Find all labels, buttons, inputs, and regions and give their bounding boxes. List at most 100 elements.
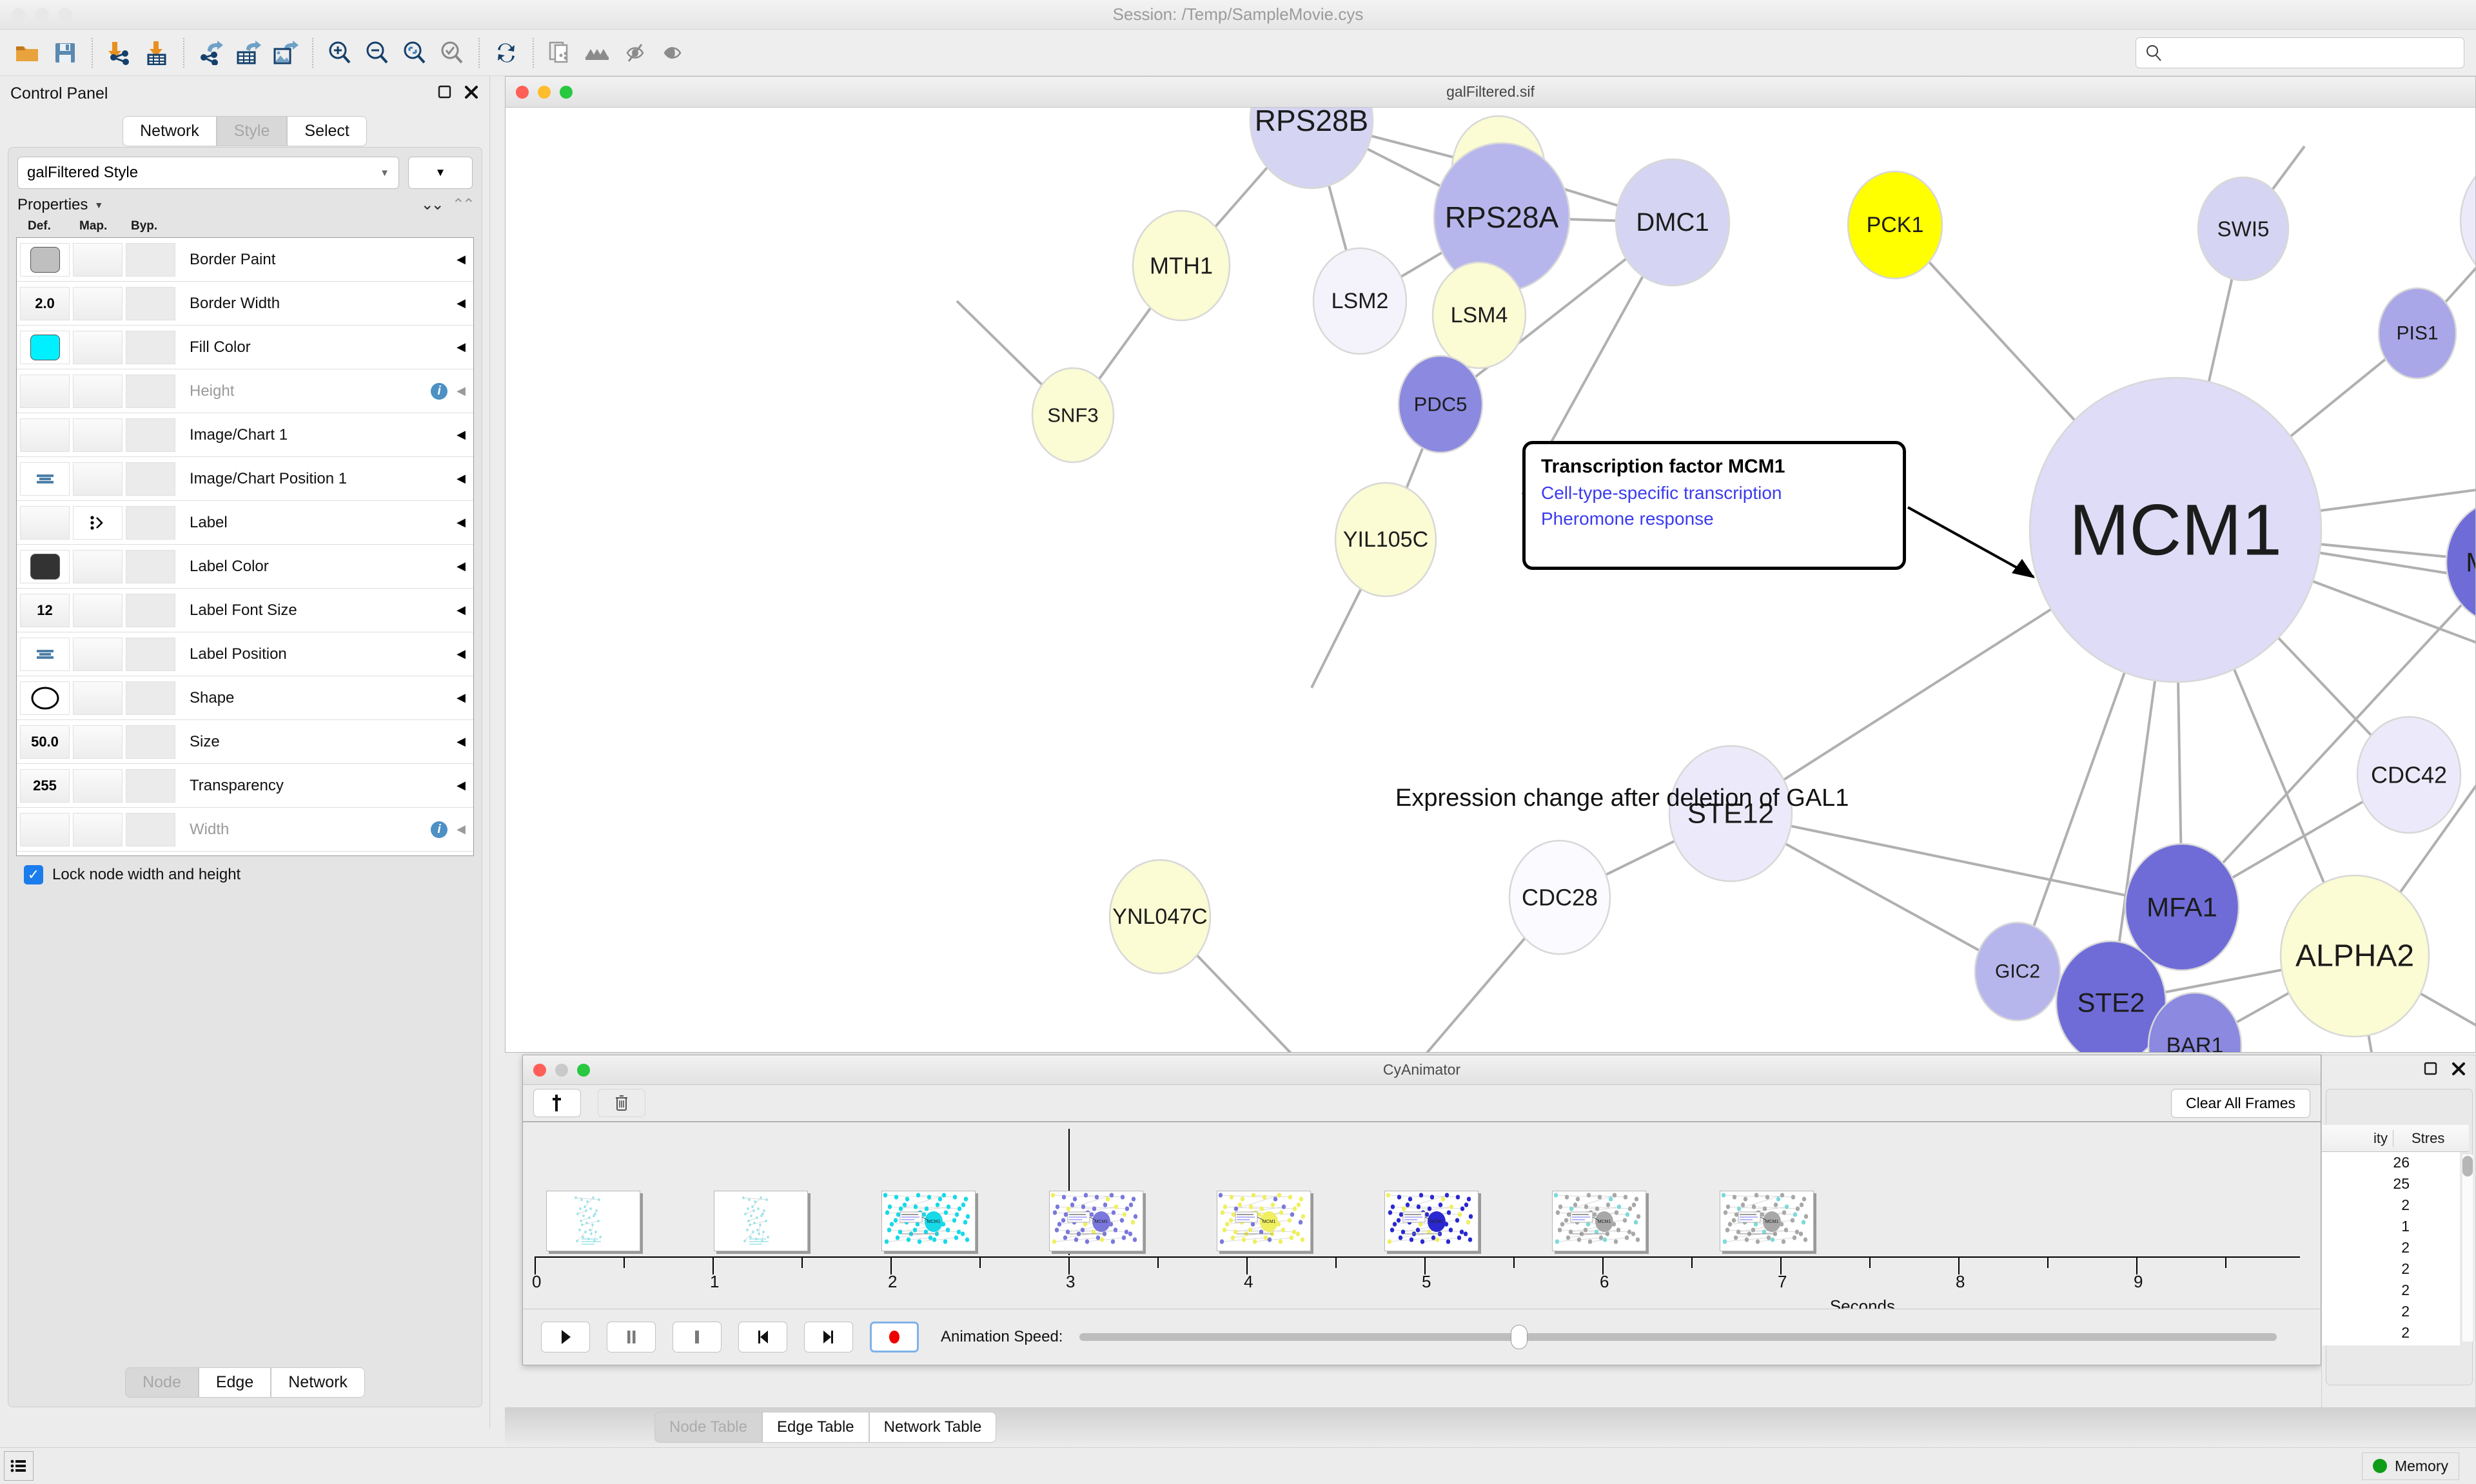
add-frame-button[interactable] (533, 1089, 581, 1117)
expand-property-arrow-icon[interactable]: ◀ (457, 472, 466, 485)
property-default-cell[interactable]: 255 (20, 768, 70, 803)
property-mapping-cell[interactable] (73, 418, 123, 452)
table-row[interactable]: 2 (2401, 1303, 2410, 1320)
network-node[interactable]: ALPHA2 (2279, 874, 2430, 1038)
network-node[interactable]: CDC42 (2356, 716, 2462, 834)
maximize-window-dot[interactable] (58, 8, 72, 22)
table-scrollbar[interactable] (2462, 1155, 2473, 1342)
tab-network-table[interactable]: Network Table (869, 1412, 997, 1443)
property-default-cell[interactable] (20, 812, 70, 846)
property-row[interactable]: Width i ◀ (17, 808, 473, 852)
expand-all-icon[interactable]: ⌄⌄ (420, 196, 444, 213)
table-rows[interactable]: 26 25 2 1 2 2 2 2 2 (2322, 1152, 2460, 1345)
zoom-out-icon[interactable] (359, 34, 396, 72)
property-row[interactable]: Label ◀ (17, 501, 473, 545)
property-row[interactable]: Border Paint ◀ (17, 238, 473, 282)
delete-frame-button[interactable] (598, 1089, 645, 1117)
node-shape[interactable] (1108, 859, 1212, 975)
tab-style[interactable]: Style (216, 116, 288, 146)
close-network-dot[interactable] (516, 85, 529, 99)
property-mapping-cell[interactable] (73, 286, 123, 320)
show-all-icon[interactable] (654, 34, 691, 72)
table-row[interactable]: 2 (2401, 1324, 2410, 1341)
table-row[interactable]: 2 (2401, 1282, 2410, 1298)
animation-speed-knob[interactable] (1510, 1325, 1528, 1349)
property-bypass-cell[interactable] (126, 374, 175, 408)
node-shape[interactable] (2459, 155, 2475, 286)
table-row[interactable]: 26 (2393, 1154, 2410, 1171)
search-box[interactable] (2136, 37, 2464, 68)
network-node[interactable]: CDC28 (1508, 839, 1611, 955)
table-row[interactable]: 2 (2401, 1196, 2410, 1213)
clear-all-frames-button[interactable]: Clear All Frames (2171, 1088, 2310, 1118)
animation-frame-thumbnail[interactable]: MCM1 (1049, 1191, 1143, 1251)
property-mapping-cell[interactable] (73, 242, 123, 277)
network-node[interactable]: YNL047C (1108, 859, 1212, 975)
export-table-icon[interactable] (230, 34, 267, 72)
network-node[interactable]: GAL80 (2459, 155, 2475, 286)
network-edge[interactable] (1730, 812, 2183, 908)
node-shape[interactable] (2147, 991, 2243, 1052)
animation-frame-thumbnail[interactable] (546, 1191, 640, 1251)
layout-icon[interactable] (579, 34, 616, 72)
property-mapping-cell[interactable] (73, 681, 123, 715)
property-row[interactable]: Shape ◀ (17, 676, 473, 720)
network-node[interactable]: STE2 (2055, 940, 2167, 1052)
network-node[interactable]: RPS28A (1433, 142, 1571, 293)
zoom-selected-icon[interactable] (396, 34, 433, 72)
stop-button[interactable] (673, 1322, 722, 1352)
network-node[interactable]: PCK1 (1847, 170, 1943, 280)
open-folder-icon[interactable] (9, 34, 46, 72)
network-node[interactable]: DMC1 (1615, 158, 1731, 287)
node-shape[interactable] (2445, 501, 2475, 623)
minimize-cyanimator-dot[interactable] (555, 1063, 568, 1077)
node-shape[interactable] (2377, 287, 2457, 380)
expand-property-arrow-icon[interactable]: ◀ (457, 823, 466, 835)
node-shape[interactable] (1508, 839, 1611, 955)
minimize-network-dot[interactable] (538, 85, 551, 99)
network-traffic-lights[interactable] (516, 85, 573, 99)
node-shape[interactable] (2055, 940, 2167, 1052)
property-default-cell[interactable]: 50.0 (20, 725, 70, 759)
color-swatch[interactable] (30, 553, 60, 580)
property-default-cell[interactable] (20, 330, 70, 364)
style-combo[interactable]: galFiltered Style ▼ (17, 157, 399, 189)
minimize-window-dot[interactable] (35, 8, 49, 22)
cyanimator-traffic-lights[interactable] (533, 1063, 590, 1077)
table-row[interactable]: 25 (2393, 1175, 2410, 1192)
network-node[interactable]: PIS1 (2377, 287, 2457, 380)
property-default-cell[interactable]: 12 (20, 593, 70, 627)
property-default-cell[interactable] (20, 549, 70, 583)
import-table-icon[interactable] (138, 34, 175, 72)
property-mapping-cell[interactable] (73, 330, 123, 364)
network-node[interactable]: GIC2 (1974, 921, 2061, 1022)
animation-frame-thumbnail[interactable]: MCM1 (1384, 1191, 1479, 1251)
property-mapping-cell[interactable] (73, 549, 123, 583)
expand-property-arrow-icon[interactable]: ◀ (457, 735, 466, 748)
color-swatch[interactable] (30, 246, 60, 273)
skip-end-button[interactable] (804, 1322, 853, 1352)
expand-property-arrow-icon[interactable]: ◀ (457, 691, 466, 704)
zoom-in-icon[interactable] (321, 34, 359, 72)
property-default-cell[interactable]: 2.0 (20, 286, 70, 320)
tab-network[interactable]: Network (123, 116, 217, 146)
animation-frame-thumbnail[interactable] (714, 1191, 808, 1251)
node-shape[interactable] (1031, 367, 1115, 464)
expand-property-arrow-icon[interactable]: ◀ (457, 384, 466, 397)
node-shape[interactable] (1847, 170, 1943, 280)
node-shape[interactable] (1431, 261, 1527, 369)
property-bypass-cell[interactable] (126, 462, 175, 496)
animation-frame-thumbnail[interactable]: MCM1 (881, 1191, 976, 1251)
property-default-cell[interactable] (20, 505, 70, 540)
expand-property-arrow-icon[interactable]: ◀ (457, 603, 466, 616)
close-icon[interactable] (464, 84, 479, 103)
animation-frame-thumbnail[interactable]: MCM1 (1217, 1191, 1311, 1251)
fit-content-icon[interactable] (433, 34, 471, 72)
expand-property-arrow-icon[interactable]: ◀ (457, 779, 466, 792)
property-mapping-cell[interactable] (73, 637, 123, 671)
cyanimator-timeline[interactable]: Seconds 0 1 2 3 4 5 6 7 8 9 MCM1 MCM1 MCM1 MCM1 MCM1 MC… (523, 1122, 2321, 1309)
network-edge[interactable] (2181, 562, 2475, 908)
close-icon[interactable] (2451, 1061, 2466, 1080)
node-shape[interactable] (1974, 921, 2061, 1022)
float-panel-icon[interactable] (438, 85, 452, 103)
